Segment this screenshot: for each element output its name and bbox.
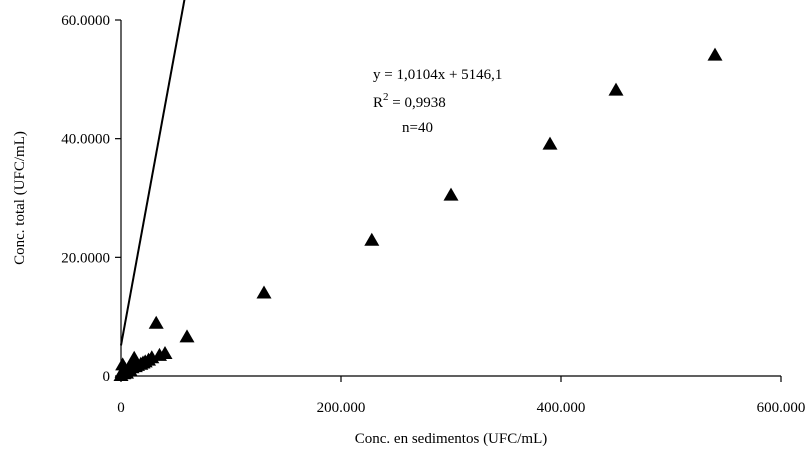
y-tick-label: 20.0000	[61, 250, 110, 266]
data-points	[113, 47, 723, 381]
r-squared-symbol: R	[373, 95, 383, 111]
x-axis-title: Conc. en sedimentos (UFC/mL)	[355, 431, 547, 447]
data-point	[707, 47, 723, 61]
y-tick-label: 0	[103, 369, 111, 385]
y-tick-label: 60.0000	[61, 13, 110, 29]
data-point	[608, 82, 624, 96]
y-axis-title: Conc. total (UFC/mL)	[12, 131, 28, 265]
x-ticks: 0 200.000 400.000 600.000	[117, 376, 805, 416]
r-squared-label: R2 = 0,9938	[373, 91, 446, 111]
data-point	[157, 346, 173, 360]
data-point	[542, 136, 558, 150]
data-point	[443, 187, 459, 201]
sample-size-label: n=40	[402, 120, 433, 136]
y-tick-label: 40.0000	[61, 132, 110, 148]
data-point	[179, 329, 195, 343]
x-tick-label: 200.000	[317, 400, 366, 416]
y-ticks: 0 20.0000 40.0000 60.0000	[61, 13, 121, 385]
data-point	[256, 285, 272, 299]
x-tick-label: 600.000	[757, 400, 806, 416]
data-point	[364, 232, 380, 246]
x-tick-label: 400.000	[537, 400, 586, 416]
r-squared-value: = 0,9938	[389, 95, 446, 111]
x-tick-label: 0	[117, 400, 125, 416]
trendline-group	[120, 0, 186, 346]
regression-equation: y = 1,0104x + 5146,1	[373, 67, 502, 83]
r-squared-superscript: 2	[383, 91, 389, 103]
data-point	[148, 315, 164, 329]
trendline	[120, 0, 186, 346]
